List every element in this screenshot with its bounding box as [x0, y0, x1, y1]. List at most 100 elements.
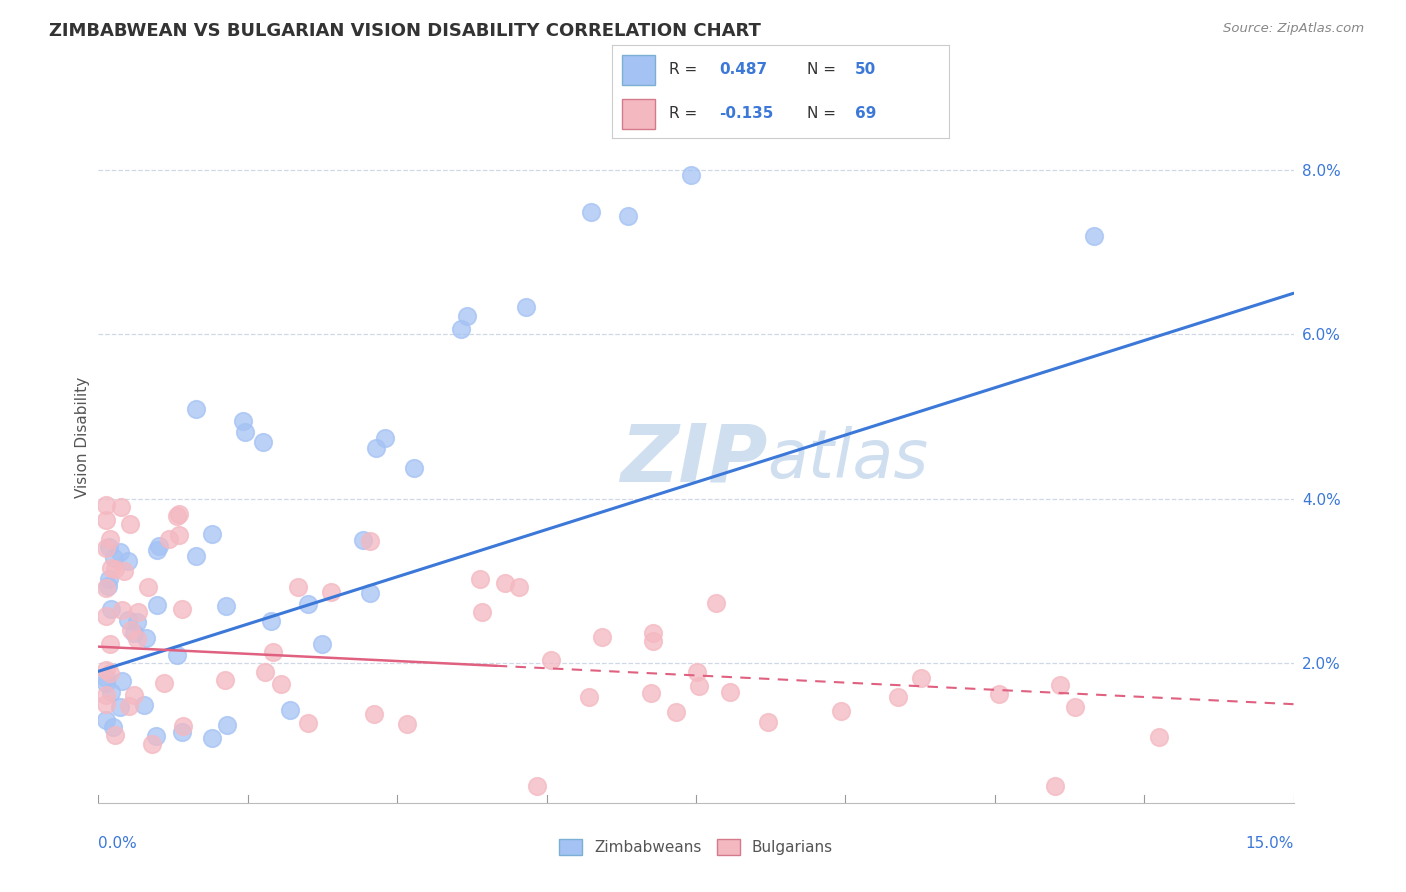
Point: [359, 586, 381, 600]
FancyBboxPatch shape: [621, 55, 655, 85]
Point: [169, 528, 191, 542]
Point: [887, 690, 910, 704]
Point: [508, 580, 530, 594]
Point: [679, 168, 702, 182]
Point: [515, 300, 537, 314]
Point: [186, 549, 208, 563]
Text: atlas: atlas: [768, 426, 929, 492]
Text: ZIMBABWEAN VS BULGARIAN VISION DISABILITY CORRELATION CHART: ZIMBABWEAN VS BULGARIAN VISION DISABILIT…: [49, 22, 761, 40]
Point: [201, 731, 224, 746]
Point: [166, 648, 188, 662]
Text: 15.0%: 15.0%: [1246, 836, 1294, 851]
Y-axis label: Vision Disability: Vision Disability: [75, 376, 90, 498]
Point: [96, 582, 118, 596]
Point: [456, 309, 478, 323]
Point: [166, 509, 188, 524]
Point: [146, 598, 169, 612]
Point: [233, 425, 256, 439]
Point: [122, 688, 145, 702]
Point: [97, 579, 120, 593]
Point: [214, 673, 236, 688]
Point: [98, 532, 121, 546]
Point: [100, 602, 122, 616]
Point: [214, 599, 236, 614]
Point: [1049, 678, 1071, 692]
Point: [319, 585, 342, 599]
Point: [704, 596, 727, 610]
Point: [145, 729, 167, 743]
Point: [110, 500, 132, 514]
Point: [201, 526, 224, 541]
Point: [311, 636, 333, 650]
Point: [756, 715, 779, 730]
Point: [96, 672, 118, 686]
Point: [526, 780, 548, 794]
Point: [352, 533, 374, 548]
Point: [363, 706, 385, 721]
Point: [278, 703, 301, 717]
Point: [104, 562, 127, 576]
Point: [232, 414, 254, 428]
Point: [103, 551, 125, 566]
Point: [125, 632, 148, 646]
Point: [110, 545, 132, 559]
Point: [100, 637, 122, 651]
Point: [686, 665, 709, 680]
Point: [578, 690, 600, 705]
Point: [396, 717, 419, 731]
Point: [270, 677, 292, 691]
Text: R =: R =: [669, 62, 702, 78]
Point: [450, 321, 472, 335]
Point: [111, 603, 134, 617]
Point: [124, 626, 146, 640]
Point: [118, 698, 141, 713]
Point: [134, 698, 156, 712]
Point: [120, 516, 142, 531]
Point: [157, 533, 180, 547]
Point: [101, 720, 124, 734]
Text: R =: R =: [669, 106, 702, 121]
Point: [540, 653, 562, 667]
Point: [96, 663, 118, 677]
Point: [98, 666, 121, 681]
Point: [112, 565, 135, 579]
Point: [96, 713, 118, 727]
Text: 69: 69: [855, 106, 876, 121]
Point: [1083, 228, 1105, 243]
Text: 50: 50: [855, 62, 876, 78]
Point: [581, 204, 603, 219]
Point: [148, 539, 170, 553]
Point: [215, 718, 238, 732]
Point: [641, 634, 664, 648]
Point: [136, 580, 159, 594]
Point: [359, 533, 381, 548]
Text: ZIP: ZIP: [620, 420, 768, 498]
Point: [402, 461, 425, 475]
Point: [96, 498, 118, 512]
Point: [591, 630, 613, 644]
Point: [260, 614, 283, 628]
Text: N =: N =: [807, 62, 841, 78]
Point: [184, 402, 207, 417]
Point: [96, 688, 118, 702]
Point: [1064, 700, 1087, 714]
Point: [96, 541, 118, 555]
Point: [297, 597, 319, 611]
Point: [167, 507, 190, 521]
Point: [127, 605, 149, 619]
Text: N =: N =: [807, 106, 841, 121]
Point: [641, 626, 664, 640]
Point: [120, 624, 142, 638]
Point: [98, 572, 121, 586]
Point: [688, 679, 710, 693]
Point: [665, 705, 688, 719]
Point: [170, 602, 193, 616]
Point: [718, 685, 741, 699]
Point: [100, 561, 122, 575]
Point: [254, 665, 277, 680]
Point: [262, 645, 284, 659]
Point: [96, 697, 118, 711]
Point: [141, 737, 163, 751]
Point: [172, 725, 194, 739]
Text: Source: ZipAtlas.com: Source: ZipAtlas.com: [1223, 22, 1364, 36]
